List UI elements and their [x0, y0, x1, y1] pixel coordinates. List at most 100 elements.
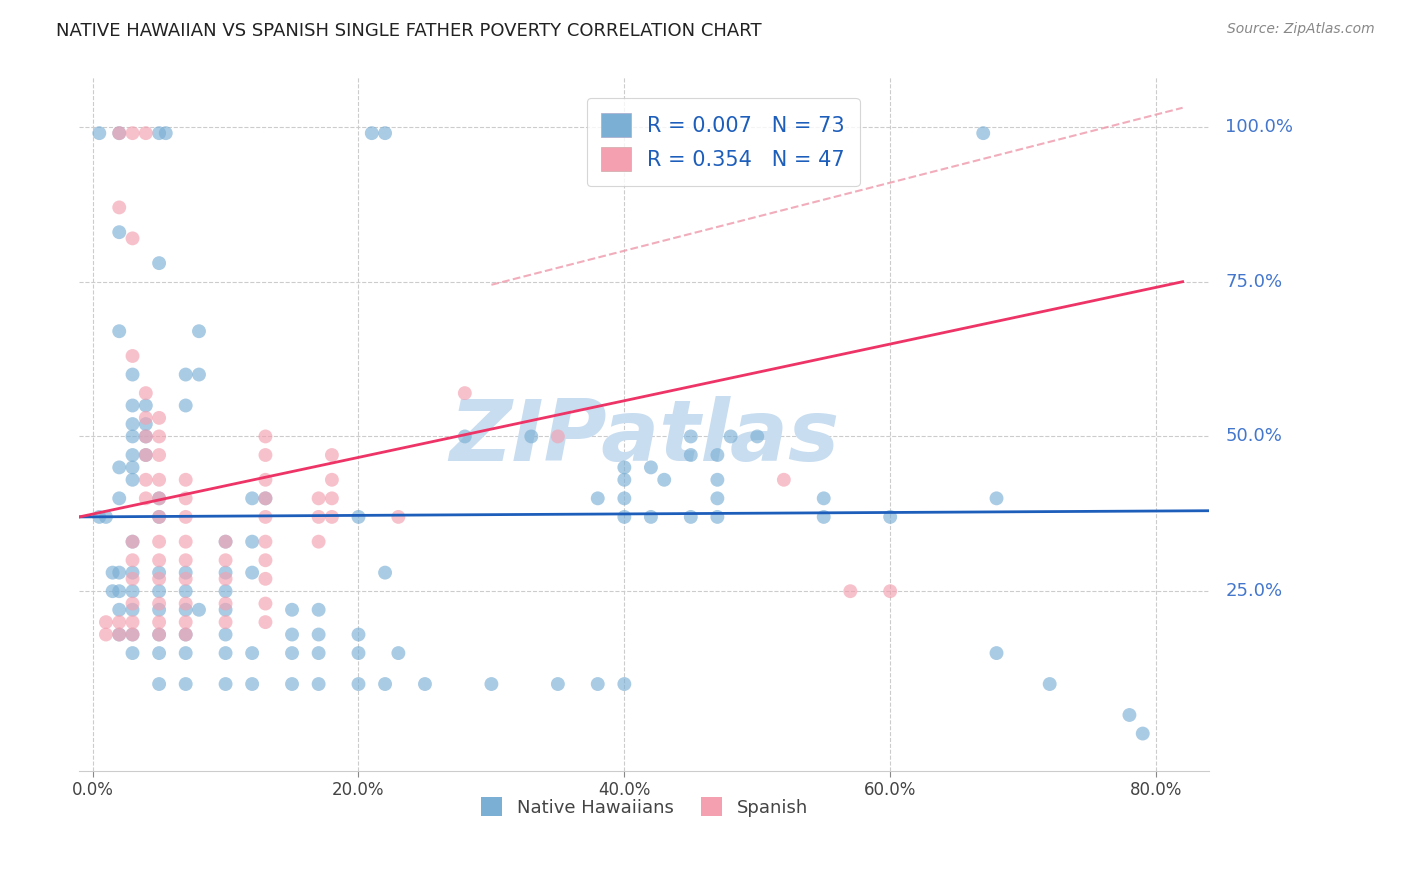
Point: [308, 534, 330, 549]
Point: [188, 368, 211, 382]
Point: [254, 572, 277, 586]
Point: [148, 491, 170, 506]
Point: [121, 603, 143, 617]
Point: [813, 491, 835, 506]
Point: [214, 534, 236, 549]
Point: [1132, 726, 1154, 740]
Point: [94, 627, 117, 641]
Point: [254, 491, 277, 506]
Point: [613, 473, 636, 487]
Point: [121, 399, 143, 413]
Point: [148, 566, 170, 580]
Point: [101, 584, 124, 599]
Point: [254, 553, 277, 567]
Point: [281, 646, 304, 660]
Point: [1118, 708, 1140, 723]
Point: [174, 584, 197, 599]
Point: [254, 615, 277, 629]
Point: [89, 509, 111, 524]
Point: [347, 677, 370, 691]
Point: [706, 509, 728, 524]
Point: [613, 509, 636, 524]
Point: [108, 627, 131, 641]
Point: [613, 460, 636, 475]
Point: [148, 646, 170, 660]
Point: [121, 349, 143, 363]
Point: [101, 566, 124, 580]
Point: [121, 534, 143, 549]
Point: [387, 509, 409, 524]
Point: [148, 677, 170, 691]
Point: [240, 677, 263, 691]
Point: [374, 566, 396, 580]
Point: [839, 584, 862, 599]
Point: [135, 386, 157, 401]
Point: [706, 448, 728, 462]
Point: [108, 615, 131, 629]
Point: [148, 410, 170, 425]
Point: [747, 429, 769, 443]
Point: [148, 597, 170, 611]
Point: [679, 448, 702, 462]
Point: [254, 534, 277, 549]
Point: [121, 231, 143, 245]
Point: [135, 410, 157, 425]
Point: [214, 627, 236, 641]
Point: [679, 429, 702, 443]
Point: [121, 429, 143, 443]
Point: [121, 615, 143, 629]
Point: [135, 429, 157, 443]
Point: [972, 126, 994, 140]
Point: [94, 509, 117, 524]
Point: [121, 448, 143, 462]
Point: [720, 429, 742, 443]
Point: [374, 126, 396, 140]
Point: [135, 491, 157, 506]
Point: [281, 627, 304, 641]
Text: 50.0%: 50.0%: [1225, 427, 1282, 445]
Point: [121, 627, 143, 641]
Point: [347, 646, 370, 660]
Point: [214, 553, 236, 567]
Point: [547, 429, 569, 443]
Point: [148, 627, 170, 641]
Point: [89, 126, 111, 140]
Point: [121, 584, 143, 599]
Point: [121, 473, 143, 487]
Point: [121, 627, 143, 641]
Point: [321, 491, 343, 506]
Point: [108, 460, 131, 475]
Text: 25.0%: 25.0%: [1225, 582, 1282, 600]
Point: [121, 368, 143, 382]
Text: 75.0%: 75.0%: [1225, 273, 1282, 291]
Point: [214, 534, 236, 549]
Point: [773, 473, 796, 487]
Point: [108, 201, 131, 215]
Point: [254, 448, 277, 462]
Point: [706, 473, 728, 487]
Point: [308, 646, 330, 660]
Point: [174, 615, 197, 629]
Point: [94, 615, 117, 629]
Point: [148, 553, 170, 567]
Point: [879, 584, 901, 599]
Point: [174, 572, 197, 586]
Point: [174, 627, 197, 641]
Point: [454, 429, 477, 443]
Point: [613, 491, 636, 506]
Point: [121, 534, 143, 549]
Point: [547, 677, 569, 691]
Point: [321, 509, 343, 524]
Point: [254, 597, 277, 611]
Point: [135, 126, 157, 140]
Point: [360, 126, 382, 140]
Point: [121, 460, 143, 475]
Point: [121, 572, 143, 586]
Point: [148, 615, 170, 629]
Point: [214, 603, 236, 617]
Point: [586, 491, 609, 506]
Point: [148, 627, 170, 641]
Point: [347, 627, 370, 641]
Point: [254, 509, 277, 524]
Point: [108, 627, 131, 641]
